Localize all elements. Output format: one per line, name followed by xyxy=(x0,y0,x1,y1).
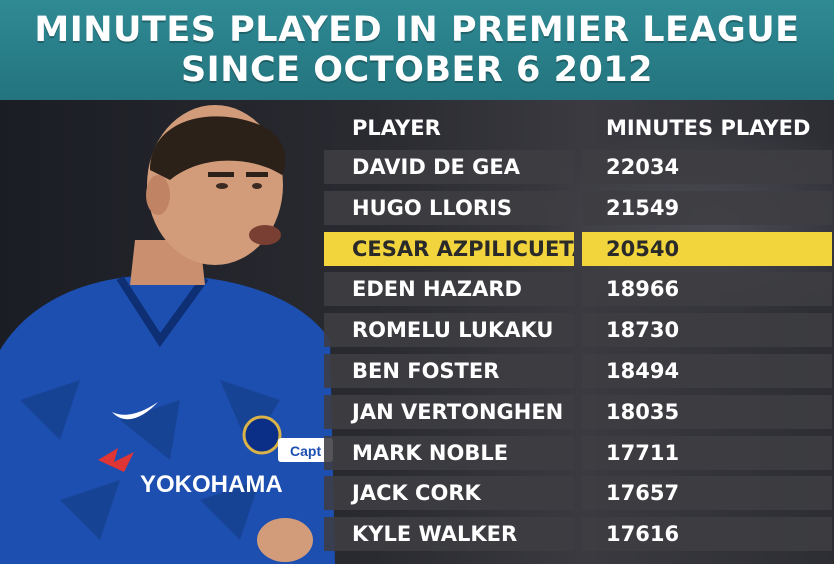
minutes-value-cell: 17657 xyxy=(582,476,832,510)
club-badge-icon xyxy=(244,417,280,453)
player-name-cell: CESAR AZPILICUETA xyxy=(324,232,574,266)
minutes-value-cell: 18966 xyxy=(582,272,832,306)
column-header-player: PLAYER xyxy=(352,116,441,140)
minutes-value-cell: 18035 xyxy=(582,395,832,429)
minutes-value-cell: 20540 xyxy=(582,232,832,266)
table-row: DAVID DE GEA 22034 xyxy=(324,146,834,187)
player-name-cell: DAVID DE GEA xyxy=(324,150,574,184)
table-row: ROMELU LUKAKU 18730 xyxy=(324,309,834,350)
player-photo: Capt YOKOHAMA xyxy=(0,100,340,564)
minutes-value-cell: 21549 xyxy=(582,191,832,225)
armband-text: Capt xyxy=(290,443,321,459)
player-name-cell: BEN FOSTER xyxy=(324,354,574,388)
table-header: PLAYER MINUTES PLAYED xyxy=(324,112,834,146)
table-row: KYLE WALKER 17616 xyxy=(324,513,834,554)
minutes-value-cell: 18730 xyxy=(582,313,832,347)
column-header-minutes: MINUTES PLAYED xyxy=(606,116,810,140)
chart-title-line-2: SINCE OCTOBER 6 2012 xyxy=(181,50,653,90)
table-row: HUGO LLORIS 21549 xyxy=(324,187,834,228)
player-name-cell: EDEN HAZARD xyxy=(324,272,574,306)
table-row: JAN VERTONGHEN 18035 xyxy=(324,391,834,432)
player-name-cell: HUGO LLORIS xyxy=(324,191,574,225)
player-name-cell: KYLE WALKER xyxy=(324,517,574,551)
table-row: JACK CORK 17657 xyxy=(324,472,834,513)
minutes-value-cell: 22034 xyxy=(582,150,832,184)
chart-title-line-1: MINUTES PLAYED IN PREMIER LEAGUE xyxy=(34,10,799,50)
player-name-cell: MARK NOBLE xyxy=(324,436,574,470)
sponsor-text: YOKOHAMA xyxy=(140,471,283,498)
table-row: EDEN HAZARD 18966 xyxy=(324,268,834,309)
player-name-cell: JAN VERTONGHEN xyxy=(324,395,574,429)
title-banner: MINUTES PLAYED IN PREMIER LEAGUE SINCE O… xyxy=(0,0,834,100)
player-name-cell: JACK CORK xyxy=(324,476,574,510)
minutes-value-cell: 17616 xyxy=(582,517,832,551)
player-name-cell: ROMELU LUKAKU xyxy=(324,313,574,347)
table-row: BEN FOSTER 18494 xyxy=(324,350,834,391)
table-row: MARK NOBLE 17711 xyxy=(324,432,834,473)
minutes-value-cell: 17711 xyxy=(582,436,832,470)
minutes-table: PLAYER MINUTES PLAYED DAVID DE GEA 22034 H… xyxy=(324,112,834,554)
table-row: CESAR AZPILICUETA 20540 xyxy=(324,228,834,269)
minutes-value-cell: 18494 xyxy=(582,354,832,388)
table-body: DAVID DE GEA 22034 HUGO LLORIS 21549 CESAR A… xyxy=(324,146,834,554)
